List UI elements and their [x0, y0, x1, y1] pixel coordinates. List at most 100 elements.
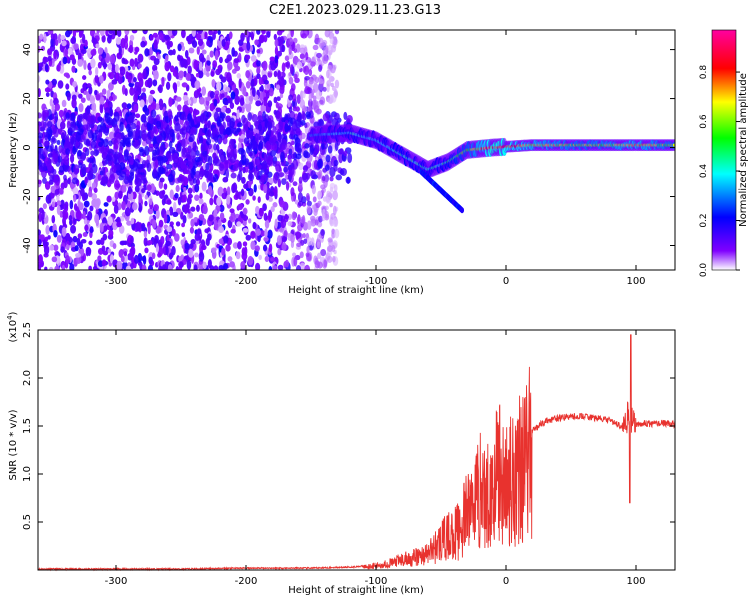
heatmap-cell: [221, 93, 225, 98]
heatmap-cell: [194, 194, 200, 201]
heatmap-cell: [279, 30, 285, 33]
heatmap-cell: [152, 32, 158, 38]
heatmap-cell: [180, 160, 185, 170]
heatmap-cell: [219, 126, 224, 135]
heatmap-cell: [165, 54, 169, 62]
heatmap-cell: [253, 184, 257, 193]
heatmap-cell: [208, 155, 213, 166]
snr-panel: -300 -200 -100 0 100 0.51.01.52.02.5 Height …: [6, 311, 676, 596]
heatmap-cell: [138, 206, 143, 212]
heatmap-cell: [106, 195, 112, 203]
heatmap-cell: [194, 156, 201, 163]
heatmap-cell: [56, 139, 61, 146]
heatmap-cell: [129, 87, 135, 96]
heatmap-cell: [58, 165, 65, 173]
heatmap-cell: [171, 245, 176, 256]
heatmap-cell: [90, 49, 97, 56]
heatmap-cell: [73, 203, 78, 211]
heatmap-cell: [205, 123, 211, 129]
y-tick-label: 20: [22, 92, 33, 105]
heatmap-cell: [245, 102, 252, 113]
heatmap-cell: [138, 146, 144, 153]
heatmap-cell: [164, 61, 170, 72]
heatmap-cell: [129, 34, 135, 41]
heatmap-cell: [240, 32, 245, 42]
heatmap-cell: [229, 208, 235, 214]
x-tick-label: -300: [105, 276, 128, 287]
heatmap-cell: [263, 96, 268, 107]
heatmap-cell: [127, 75, 132, 84]
heatmap-cell: [109, 106, 113, 117]
heatmap-cell: [87, 157, 94, 163]
heatmap-cell: [103, 225, 108, 232]
heatmap-cell: [254, 39, 259, 46]
heatmap-cell: [193, 90, 199, 99]
heatmap-cell: [181, 137, 186, 148]
y-tick-label: 0: [22, 144, 33, 150]
heatmap-cell: [194, 80, 201, 90]
heatmap-cell: [152, 64, 158, 72]
heatmap-cell: [102, 250, 109, 256]
heatmap-cell: [141, 160, 147, 167]
heatmap-cell: [318, 169, 323, 179]
heatmap-cell: [229, 117, 236, 129]
heatmap-cell: [182, 58, 188, 68]
heatmap-cell: [323, 259, 328, 268]
heatmap-cell: [262, 60, 268, 71]
heatmap-cell: [38, 179, 42, 185]
heatmap-cell: [54, 174, 59, 183]
heatmap-cell: [64, 201, 69, 209]
heatmap-cell: [314, 219, 319, 226]
heatmap-cell: [256, 66, 261, 75]
heatmap-cell: [108, 174, 115, 185]
heatmap-cell: [228, 31, 233, 40]
heatmap-cell: [64, 30, 71, 38]
heatmap-cell: [54, 39, 59, 47]
heatmap-cell: [75, 209, 82, 220]
heatmap-cell: [198, 198, 204, 205]
heatmap-cell: [146, 162, 152, 173]
heatmap-cell: [296, 61, 303, 70]
heatmap-cell: [217, 30, 221, 35]
heatmap-cell: [50, 137, 57, 144]
heatmap-cell: [108, 72, 115, 80]
heatmap-cell: [105, 52, 111, 64]
heatmap-cell: [304, 264, 311, 270]
heatmap-cell: [213, 143, 217, 151]
heatmap-cell: [300, 33, 307, 39]
heatmap-cell: [72, 164, 80, 175]
heatmap-cell: [124, 207, 131, 217]
heatmap-cell: [263, 79, 269, 85]
heatmap-cell: [328, 50, 333, 56]
heatmap-cell: [133, 254, 139, 264]
heatmap-cell: [135, 113, 141, 119]
heatmap-cell: [134, 128, 141, 137]
heatmap-cell: [299, 47, 306, 54]
heatmap-cell: [88, 86, 93, 95]
heatmap-cell: [222, 187, 227, 194]
heatmap-cell: [165, 240, 171, 247]
heatmap-cell: [94, 74, 99, 84]
colorbar-tick-label: 0.2: [699, 213, 709, 227]
heatmap-cell: [250, 55, 257, 62]
y-tick-label: 2.5: [22, 322, 33, 338]
heatmap-cell: [329, 176, 334, 182]
heatmap-cell: [250, 31, 255, 41]
heatmap-cell: [59, 121, 66, 130]
heatmap-cell: [238, 147, 245, 155]
heatmap-cell: [65, 244, 70, 250]
heatmap-cell: [153, 39, 158, 50]
heatmap-cell: [334, 88, 338, 99]
heatmap-cell: [107, 217, 113, 226]
heatmap-cell: [137, 63, 142, 69]
heatmap-cell: [153, 170, 158, 178]
heatmap-cell: [232, 163, 239, 172]
heatmap-cell: [290, 153, 296, 160]
heatmap-cell: [43, 33, 47, 44]
heatmap-cell: [297, 200, 304, 207]
heatmap-cell: [339, 169, 345, 176]
heatmap-cell: [226, 194, 231, 205]
heatmap-cell: [56, 200, 62, 206]
heatmap-cell: [157, 53, 161, 61]
